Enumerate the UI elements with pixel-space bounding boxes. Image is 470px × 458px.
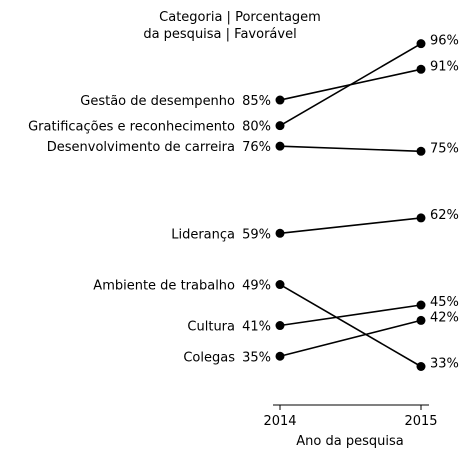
value-label-gestao-de-desempenho-2014: 85% bbox=[242, 94, 271, 109]
data-point-lideranca-2015 bbox=[416, 213, 426, 223]
series-label-cultura: Cultura bbox=[187, 320, 235, 335]
series-desenvolvimento-de-carreira: Desenvolvimento de carreira 76% 75% bbox=[47, 140, 459, 156]
series-label-ambiente-de-trabalho: Ambiente de trabalho bbox=[93, 279, 235, 294]
data-point-desenvolvimento-de-carreira-2015 bbox=[416, 146, 426, 156]
series-line-cultura bbox=[279, 304, 422, 327]
x-tick-label-2014: 2014 bbox=[263, 414, 296, 429]
data-point-cultura-2014 bbox=[275, 321, 285, 331]
data-point-gratificacoes-e-reconhecimento-2015 bbox=[416, 39, 426, 49]
series-label-lideranca: Liderança bbox=[171, 227, 235, 242]
series-line-colegas bbox=[279, 319, 422, 358]
value-label-lideranca-2014: 59% bbox=[242, 227, 271, 242]
data-point-gestao-de-desempenho-2014 bbox=[275, 95, 285, 105]
value-label-colegas-2014: 35% bbox=[242, 350, 271, 365]
series-line-ambiente-de-trabalho bbox=[279, 283, 422, 368]
data-point-ambiente-de-trabalho-2014 bbox=[275, 280, 285, 290]
value-label-desenvolvimento-de-carreira-2015: 75% bbox=[430, 141, 459, 156]
value-label-gestao-de-desempenho-2015: 91% bbox=[430, 59, 459, 74]
series-ambiente-de-trabalho: Ambiente de trabalho 49% 33% bbox=[93, 279, 459, 372]
series-label-colegas: Colegas bbox=[183, 350, 235, 365]
data-point-gestao-de-desempenho-2015 bbox=[416, 64, 426, 74]
plot-area: Gestão de desempenho 85%91%Gratificações … bbox=[28, 34, 459, 372]
series-gestao-de-desempenho: Gestão de desempenho 85% 91% bbox=[80, 59, 459, 109]
series-label-desenvolvimento-de-carreira: Desenvolvimento de carreira bbox=[47, 140, 235, 155]
chart-title-line-2: da pesquisa | Favorável bbox=[143, 27, 296, 42]
x-axis-label: Ano da pesquisa bbox=[296, 434, 403, 449]
series-gratificacoes-e-reconhecimento: Gratificações e reconhecimento 80% 96% bbox=[28, 34, 459, 135]
data-point-cultura-2015 bbox=[416, 300, 426, 310]
x-axis-ticks: 2014 2015 bbox=[263, 405, 438, 429]
value-label-ambiente-de-trabalho-2015: 33% bbox=[430, 357, 459, 372]
series-lideranca: Liderança 59% 62% bbox=[171, 208, 459, 242]
data-point-colegas-2015 bbox=[416, 315, 426, 325]
value-label-lideranca-2015: 62% bbox=[430, 208, 459, 223]
x-tick-label-2015: 2015 bbox=[404, 414, 437, 429]
chart-title-line-1: Categoria | Porcentagem bbox=[159, 10, 321, 25]
data-point-gratificacoes-e-reconhecimento-2014 bbox=[275, 121, 285, 131]
series-line-gratificacoes-e-reconhecimento bbox=[279, 42, 422, 127]
series-cultura: Cultura 41% 45% bbox=[187, 295, 458, 334]
value-label-desenvolvimento-de-carreira-2014: 76% bbox=[242, 140, 271, 155]
data-point-lideranca-2014 bbox=[275, 228, 285, 238]
value-label-gratificacoes-e-reconhecimento-2015: 96% bbox=[430, 34, 459, 49]
value-label-ambiente-de-trabalho-2014: 49% bbox=[242, 279, 271, 294]
series-label-gratificacoes-e-reconhecimento: Gratificações e reconhecimento bbox=[28, 120, 235, 135]
series-label-gestao-de-desempenho: Gestão de desempenho bbox=[80, 94, 235, 109]
value-label-cultura-2014: 41% bbox=[242, 320, 271, 335]
series-colegas: Colegas 35% 42% bbox=[183, 310, 459, 365]
series-line-lideranca bbox=[279, 217, 422, 235]
value-label-cultura-2015: 45% bbox=[430, 295, 459, 310]
data-point-ambiente-de-trabalho-2015 bbox=[416, 362, 426, 372]
data-point-colegas-2014 bbox=[275, 351, 285, 361]
data-point-desenvolvimento-de-carreira-2014 bbox=[275, 141, 285, 151]
value-label-gratificacoes-e-reconhecimento-2014: 80% bbox=[242, 120, 271, 135]
series-line-desenvolvimento-de-carreira bbox=[279, 145, 422, 153]
value-label-colegas-2015: 42% bbox=[430, 310, 459, 325]
